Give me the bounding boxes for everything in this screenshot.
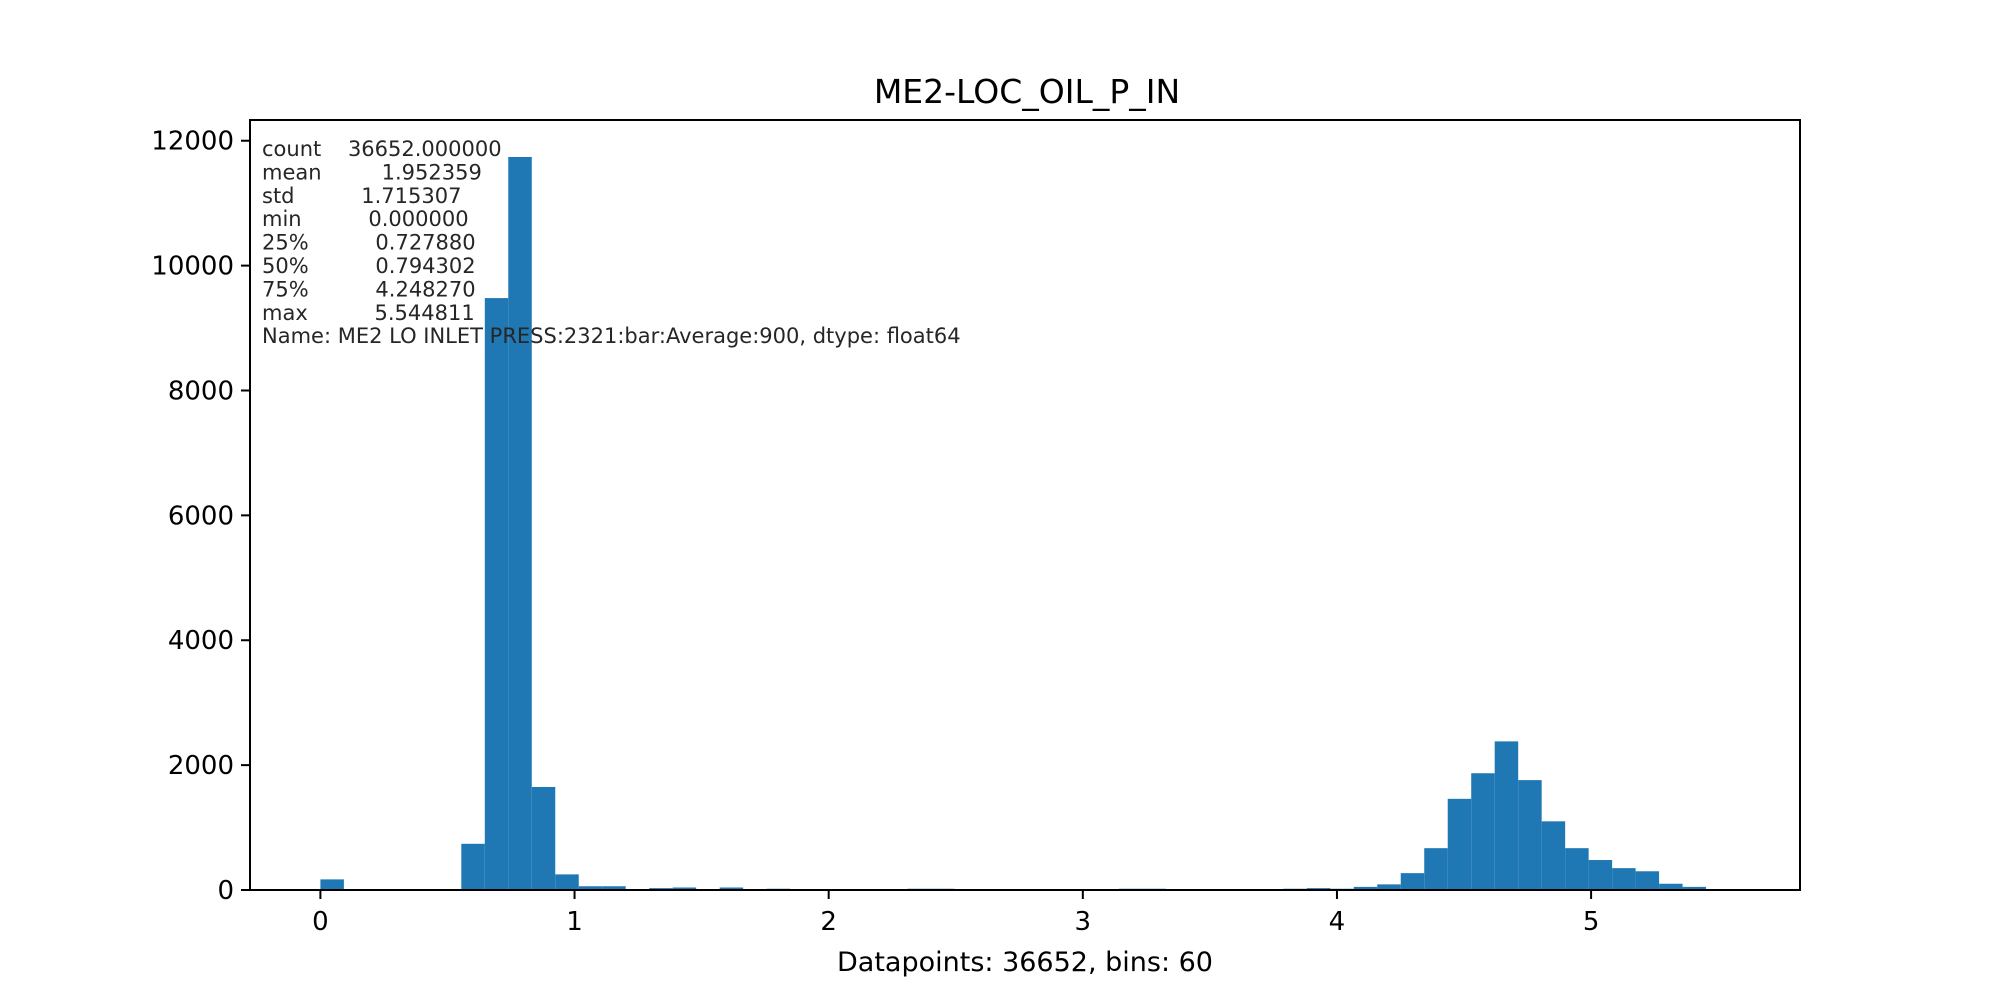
stats-line: 75% 4.248270 — [262, 277, 476, 301]
histogram-bar — [484, 298, 509, 891]
histogram-bar — [531, 786, 556, 890]
histogram-bar — [1565, 848, 1589, 890]
histogram-bar — [1518, 780, 1542, 890]
y-tick-label: 10000 — [151, 252, 234, 282]
histogram-bar — [1612, 868, 1636, 890]
y-tick-label: 2000 — [168, 751, 234, 781]
histogram-bar — [1471, 773, 1495, 890]
x-tick-label: 1 — [566, 907, 583, 937]
stats-line: min 0.000000 — [262, 207, 469, 231]
y-tick-label: 6000 — [168, 501, 234, 531]
histogram-bar — [1400, 873, 1425, 890]
histogram-bar — [1494, 741, 1519, 890]
histogram-bar — [1541, 821, 1566, 890]
histogram-bar — [1353, 886, 1378, 890]
histogram-bar — [1682, 886, 1707, 890]
histogram-bar — [1635, 871, 1660, 890]
x-tick-label: 2 — [820, 907, 837, 937]
histogram-bar — [1588, 860, 1613, 890]
x-tick-label: 3 — [1075, 907, 1092, 937]
histogram-bar — [320, 879, 344, 890]
stats-line: max 5.544811 — [262, 301, 475, 325]
histogram-bar — [672, 887, 697, 890]
stats-line: Name: ME2 LO INLET PRESS:2321:bar:Averag… — [262, 324, 961, 348]
x-tick-label: 5 — [1583, 907, 1600, 937]
x-axis-label: Datapoints: 36652, bins: 60 — [837, 947, 1213, 978]
histogram-bar — [461, 843, 485, 890]
y-tick-label: 0 — [217, 876, 234, 906]
y-tick-label: 12000 — [151, 127, 234, 157]
stats-line: mean 1.952359 — [262, 160, 482, 184]
x-tick-label: 0 — [312, 907, 329, 937]
stats-line: count 36652.000000 — [262, 137, 502, 161]
histogram-bar — [555, 874, 579, 890]
stats-line: 25% 0.727880 — [262, 231, 476, 255]
histogram-bar — [1447, 798, 1472, 890]
y-tick-label: 4000 — [168, 626, 234, 656]
histogram-bar — [578, 886, 603, 890]
chart-title: ME2-LOC_OIL_P_IN — [874, 72, 1180, 111]
histogram-bar — [1377, 884, 1401, 890]
y-tick-label: 8000 — [168, 376, 234, 406]
x-tick-label: 4 — [1329, 907, 1346, 937]
histogram-bar — [719, 887, 744, 890]
y-axis: 0 2000 4000 6000 8000 10000 12000 — [151, 127, 250, 906]
histogram-bar — [1424, 848, 1448, 890]
histogram-bar — [1659, 883, 1683, 890]
histogram-bar — [508, 156, 532, 890]
plot-frame — [249, 119, 1801, 891]
histogram-bar — [602, 886, 626, 890]
x-axis: 0 1 2 3 4 5 — [312, 890, 1599, 937]
stats-line: std 1.715307 — [262, 184, 461, 208]
histogram-bars — [320, 156, 1707, 891]
stats-line: 50% 0.794302 — [262, 254, 476, 278]
